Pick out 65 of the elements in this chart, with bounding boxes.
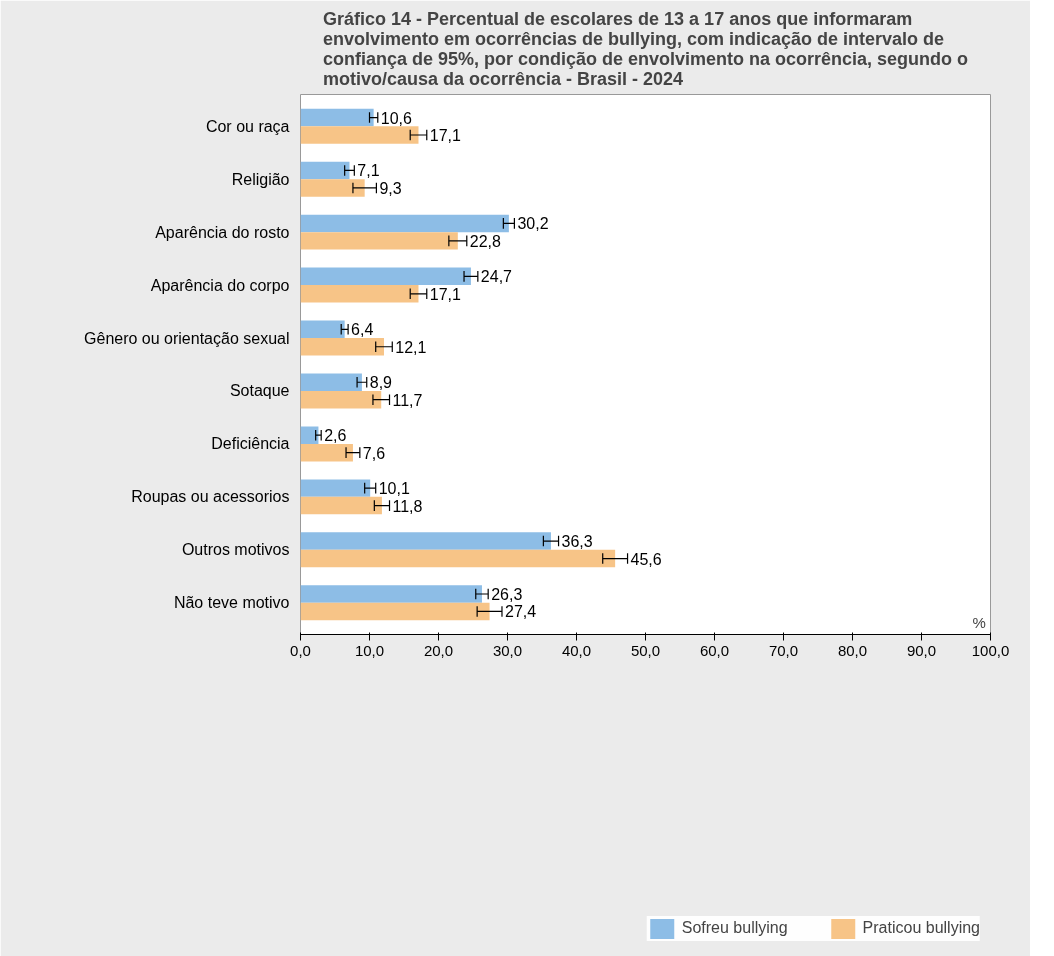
data-label: 12,1 bbox=[395, 338, 427, 356]
data-label: 11,7 bbox=[392, 391, 423, 409]
bar bbox=[300, 179, 365, 197]
data-label: 2,6 bbox=[324, 427, 347, 445]
legend-label: Praticou bullying bbox=[862, 919, 980, 937]
bar bbox=[300, 390, 382, 409]
y-tick-label: Aparência do rosto bbox=[155, 223, 290, 241]
bar bbox=[300, 232, 458, 250]
bar bbox=[300, 496, 382, 515]
bar bbox=[300, 479, 371, 497]
bar bbox=[300, 373, 362, 391]
y-tick-label: Outros motivos bbox=[181, 541, 290, 559]
bar bbox=[300, 126, 419, 144]
data-label: 17,1 bbox=[429, 127, 462, 144]
data-label: 8,9 bbox=[369, 374, 393, 392]
x-tick-label: 100,0 bbox=[971, 641, 1010, 659]
x-tick-label: 60,0 bbox=[699, 641, 730, 659]
data-label: 10,1 bbox=[378, 480, 410, 498]
data-label: 30,2 bbox=[517, 215, 549, 233]
bar bbox=[300, 602, 490, 621]
bar bbox=[300, 214, 509, 233]
x-axis-title: % bbox=[972, 613, 986, 631]
y-tick-label: Deficiência bbox=[211, 435, 290, 453]
x-tick-label: 50,0 bbox=[630, 641, 661, 659]
bar bbox=[300, 285, 419, 303]
data-label: 22,8 bbox=[469, 232, 502, 250]
x-tick-label: 70,0 bbox=[768, 641, 799, 659]
x-tick-label: 90,0 bbox=[906, 641, 937, 659]
bar bbox=[300, 338, 384, 356]
y-tick-label: Religião bbox=[231, 170, 290, 188]
bar bbox=[300, 426, 319, 444]
x-tick-label: 10,0 bbox=[354, 641, 385, 659]
data-label: 27,4 bbox=[504, 603, 537, 621]
x-tick-label: 80,0 bbox=[837, 641, 868, 659]
bar bbox=[300, 108, 374, 127]
x-tick-label: 40,0 bbox=[561, 641, 592, 659]
data-label: 10,6 bbox=[380, 109, 413, 127]
data-label: 17,1 bbox=[429, 285, 462, 303]
x-tick-label: 20,0 bbox=[423, 641, 454, 659]
x-tick-label: 0,0 bbox=[290, 641, 311, 659]
y-tick-label: Sotaque bbox=[229, 382, 290, 400]
bar bbox=[300, 320, 345, 339]
bar bbox=[300, 443, 353, 462]
y-tick-label: Gênero ou orientação sexual bbox=[84, 329, 290, 347]
data-label: 11,8 bbox=[392, 497, 423, 515]
bar bbox=[300, 161, 350, 180]
data-label: 7,1 bbox=[357, 162, 380, 180]
legend-label: Sofreu bullying bbox=[681, 919, 788, 937]
chart-title: Gráfico 14 - Percentual de escolares de 13 a 17 anos que informaram envolvimento em ocorrências de bullying, com indicação de intervalo de confiança de 95%, por condição de envolvimento na ocorrência, segundo o motivo/causa da ocorrência - Brasil - 2024 bbox=[322, 8, 969, 89]
data-label: 7,6 bbox=[362, 444, 386, 462]
x-tick-label: 30,0 bbox=[492, 641, 523, 659]
data-label: 6,4 bbox=[351, 321, 374, 339]
y-tick-label: Cor ou raça bbox=[205, 117, 290, 135]
bar bbox=[300, 532, 551, 550]
y-tick-label: Aparência do corpo bbox=[150, 276, 290, 294]
data-label: 26,3 bbox=[491, 586, 523, 603]
bar bbox=[300, 585, 482, 603]
data-label: 45,6 bbox=[630, 550, 662, 568]
data-label: 24,7 bbox=[480, 268, 513, 286]
y-tick-label: Roupas ou acessorios bbox=[131, 488, 290, 506]
data-label: 36,3 bbox=[561, 533, 593, 551]
data-label: 9,3 bbox=[379, 179, 402, 197]
y-tick-label: Não teve motivo bbox=[173, 594, 290, 612]
bar bbox=[300, 549, 616, 568]
bar bbox=[300, 267, 471, 286]
